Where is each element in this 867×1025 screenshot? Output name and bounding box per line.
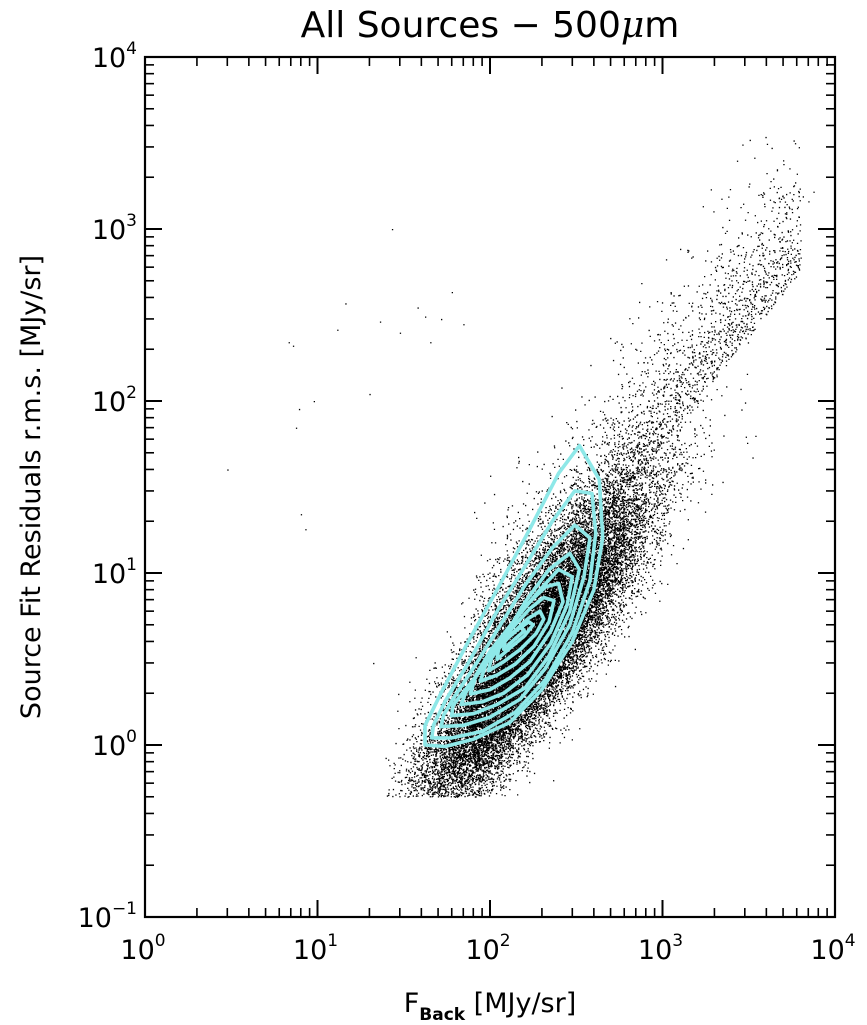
x-tick-label: 102 [465, 931, 510, 966]
x-axis-label-sub: Back [419, 1005, 466, 1025]
x-tick-label: 101 [293, 931, 338, 966]
x-tick-label: 100 [120, 931, 165, 966]
contour-level-2 [430, 489, 598, 740]
contour-level-6 [468, 581, 565, 696]
chart-title-mu: μ [621, 5, 644, 46]
contour-level-7 [478, 595, 556, 683]
y-tick-label: 100 [92, 727, 137, 762]
scatter-points [227, 136, 815, 798]
y-tick-label: 102 [92, 383, 137, 418]
chart-title: All Sources − 500μm [301, 5, 680, 46]
x-tick-label: 104 [810, 931, 855, 966]
y-axis-label: Source Fit Residuals r.m.s. [MJy/sr] [16, 255, 47, 719]
chart-title-main: All Sources − 500 [301, 5, 621, 46]
y-tick-label: 104 [92, 39, 137, 74]
scatter-point-cloud [227, 136, 815, 798]
x-tick-label: 103 [638, 931, 683, 966]
chart-title-unit: m [644, 5, 679, 46]
y-tick-label: 103 [92, 211, 137, 246]
contour-level-9 [495, 620, 535, 662]
density-contours [423, 443, 605, 749]
y-tick-label: 101 [92, 555, 137, 590]
contour-level-10 [501, 625, 527, 652]
y-tick-label: 10−1 [78, 899, 137, 934]
x-axis-label-units: [MJy/sr] [465, 988, 576, 1019]
plot-frame [143, 55, 837, 919]
x-axis-label: FBack [MJy/sr] [404, 988, 577, 1025]
contour-level-1 [423, 443, 605, 749]
x-axis-label-main: F [404, 988, 420, 1019]
contour-level-3 [439, 523, 592, 729]
